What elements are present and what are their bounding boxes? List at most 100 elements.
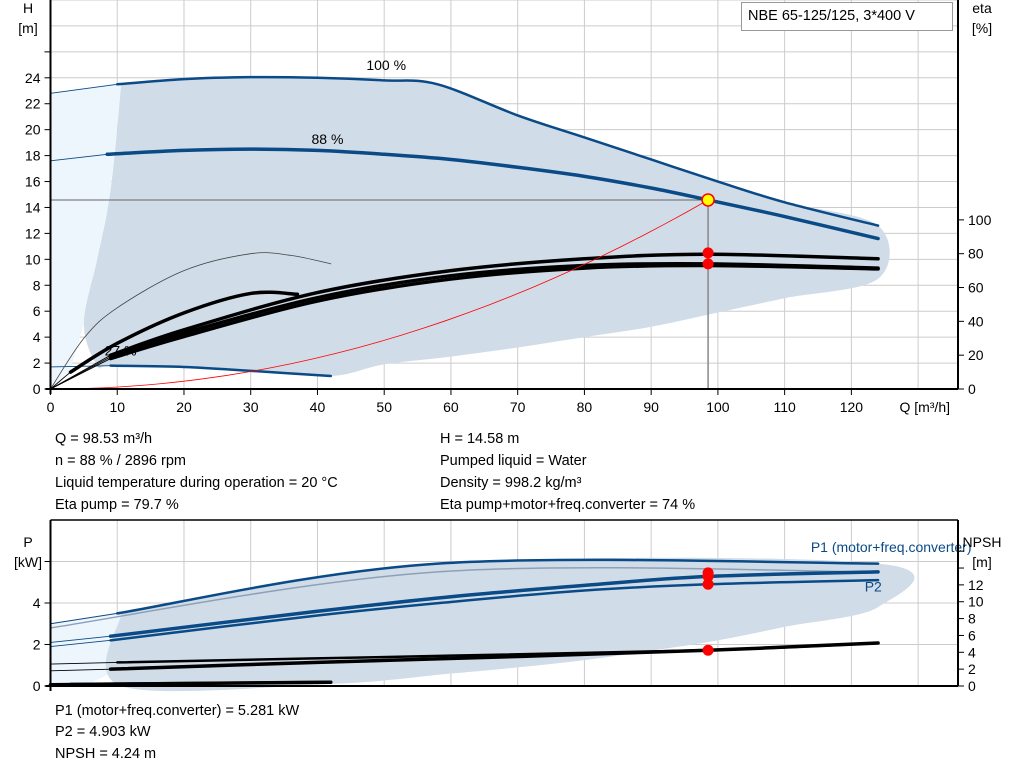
curve-label: 88 % bbox=[312, 131, 344, 147]
y-tick-label-right: 40 bbox=[968, 313, 984, 329]
npsh-curve bbox=[108, 641, 880, 671]
y-tick-label-left: 2 bbox=[33, 637, 41, 653]
x-tick-label: 0 bbox=[47, 399, 55, 415]
y-axis-unit-right: [%] bbox=[972, 20, 992, 36]
x-tick-label: 50 bbox=[376, 399, 392, 415]
power-curve bbox=[109, 578, 880, 642]
npsh-curve-extrapolated bbox=[50, 661, 118, 665]
y-axis-unit-left: [m] bbox=[18, 20, 37, 36]
system-curve bbox=[50, 199, 709, 390]
y-tick-label-left: 0 bbox=[33, 678, 41, 694]
extended-range-region bbox=[50, 613, 122, 686]
readout-temperature: Liquid temperature during operation = 20… bbox=[55, 475, 338, 491]
readout-density: Density = 998.2 kg/m³ bbox=[440, 475, 582, 491]
y-axis-unit-left: [kW] bbox=[14, 554, 42, 570]
y-axis-label-right: eta bbox=[972, 0, 992, 16]
efficiency-curve bbox=[108, 252, 880, 357]
x-tick-label: 40 bbox=[310, 399, 326, 415]
x-tick-label: 90 bbox=[643, 399, 659, 415]
power-curve bbox=[108, 570, 880, 638]
y-tick-label-right: 6 bbox=[968, 627, 976, 643]
y-tick-label-left: 16 bbox=[25, 174, 41, 190]
readout-p1: P1 (motor+freq.converter) = 5.281 kW bbox=[55, 703, 300, 719]
npsh-curve bbox=[48, 680, 333, 687]
x-tick-label: 60 bbox=[443, 399, 459, 415]
extended-range-region bbox=[50, 84, 122, 390]
y-axis-label-left: H bbox=[23, 0, 33, 16]
readout-npsh: NPSH = 4.24 m bbox=[55, 746, 157, 762]
curve-label: 27 % bbox=[105, 342, 137, 358]
x-tick-label: 100 bbox=[706, 399, 730, 415]
efficiency-curve-extrapolated bbox=[50, 358, 111, 390]
y-axis-label-right: NPSH bbox=[963, 534, 1002, 550]
x-tick-label: 10 bbox=[109, 399, 125, 415]
y-tick-label-left: 2 bbox=[33, 355, 41, 371]
x-axis-label: Q [m³/h] bbox=[899, 399, 950, 415]
y-tick-label-left: 6 bbox=[33, 303, 41, 319]
curve-label: P2 bbox=[865, 579, 882, 595]
y-tick-label-right: 0 bbox=[968, 381, 976, 397]
y-tick-label-left: 18 bbox=[25, 148, 41, 164]
y-tick-label-left: 4 bbox=[33, 329, 41, 345]
y-tick-label-right: 10 bbox=[968, 594, 984, 610]
y-tick-label-left: 20 bbox=[25, 122, 41, 138]
y-tick-label-right: 80 bbox=[968, 246, 984, 262]
readout-speed: n = 88 % / 2896 rpm bbox=[55, 453, 186, 469]
efficiency-marker bbox=[702, 247, 714, 259]
readout-eta-total: Eta pump+motor+freq.converter = 74 % bbox=[440, 497, 696, 513]
y-tick-label-right: 8 bbox=[968, 611, 976, 627]
y-tick-label-left: 12 bbox=[25, 225, 41, 241]
x-tick-label: 120 bbox=[840, 399, 864, 415]
power-curve bbox=[115, 558, 880, 615]
y-tick-label-right: 12 bbox=[968, 577, 984, 593]
y-tick-label-right: 4 bbox=[968, 644, 976, 660]
readout-liquid: Pumped liquid = Water bbox=[440, 453, 587, 469]
power-marker bbox=[702, 570, 714, 582]
head-efficiency-chart: 100 %88 %27 %024681012141618202224020406… bbox=[18, 0, 992, 415]
head-curve-88pct-extrapolated bbox=[50, 153, 108, 162]
y-tick-label-left: 4 bbox=[33, 595, 41, 611]
y-axis-unit-right: [m] bbox=[972, 554, 991, 570]
y-tick-label-right: 2 bbox=[968, 661, 976, 677]
curve-label: 100 % bbox=[366, 57, 406, 73]
x-tick-label: 30 bbox=[243, 399, 259, 415]
power-curve-extrapolated bbox=[50, 635, 111, 643]
readout-eta-pump: Eta pump = 79.7 % bbox=[55, 497, 179, 513]
efficiency-curve bbox=[50, 252, 332, 390]
npsh-marker bbox=[702, 644, 714, 656]
y-axis-label-left: P bbox=[23, 534, 32, 550]
head-curve-27pct bbox=[109, 364, 333, 378]
y-tick-label-left: 10 bbox=[25, 251, 41, 267]
power-curve-extrapolated bbox=[50, 639, 111, 648]
readout-head: H = 14.58 m bbox=[440, 431, 520, 447]
x-tick-label: 20 bbox=[176, 399, 192, 415]
efficiency-curve bbox=[108, 263, 880, 361]
curve-label: P1 (motor+freq.converter) bbox=[811, 539, 972, 555]
readout-p2: P2 = 4.903 kW bbox=[55, 724, 151, 740]
efficiency-curve bbox=[68, 290, 300, 374]
power-marker bbox=[702, 578, 714, 590]
efficiency-marker bbox=[702, 258, 714, 270]
head-curve-100pct bbox=[115, 75, 880, 227]
power-curve bbox=[49, 566, 879, 629]
y-tick-label-left: 24 bbox=[25, 70, 41, 86]
x-tick-label: 80 bbox=[577, 399, 593, 415]
npsh-curve-extrapolated bbox=[50, 668, 111, 672]
x-tick-label: 110 bbox=[773, 399, 796, 415]
y-tick-label-right: 20 bbox=[968, 347, 984, 363]
x-tick-label: 70 bbox=[510, 399, 526, 415]
y-tick-label-right: 0 bbox=[968, 678, 976, 694]
operating-range-region bbox=[105, 557, 915, 692]
duty-point bbox=[701, 193, 715, 207]
y-tick-label-left: 22 bbox=[25, 96, 41, 112]
pump-title-box: NBE 65-125/125, 3*400 V bbox=[741, 2, 953, 31]
y-tick-label-right: 100 bbox=[968, 212, 992, 228]
y-tick-label-right: 60 bbox=[968, 280, 984, 296]
y-tick-label-left: 14 bbox=[25, 199, 41, 215]
head-curve-88pct bbox=[105, 147, 880, 241]
readout-q: Q = 98.53 m³/h bbox=[55, 431, 153, 447]
y-tick-label-left: 8 bbox=[33, 277, 41, 293]
y-tick-label-left: 0 bbox=[33, 381, 41, 397]
head-curve-100pct-extrapolated bbox=[50, 83, 118, 94]
